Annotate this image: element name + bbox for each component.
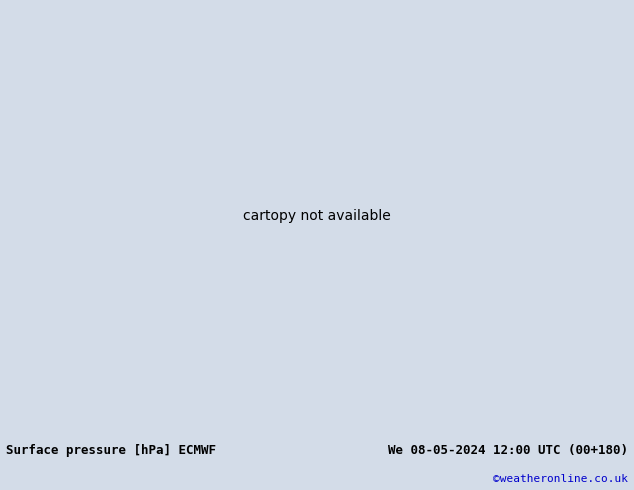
Text: ©weatheronline.co.uk: ©weatheronline.co.uk [493,474,628,485]
Text: We 08-05-2024 12:00 UTC (00+180): We 08-05-2024 12:00 UTC (00+180) [387,443,628,457]
Text: cartopy not available: cartopy not available [243,209,391,222]
Text: Surface pressure [hPa] ECMWF: Surface pressure [hPa] ECMWF [6,443,216,457]
